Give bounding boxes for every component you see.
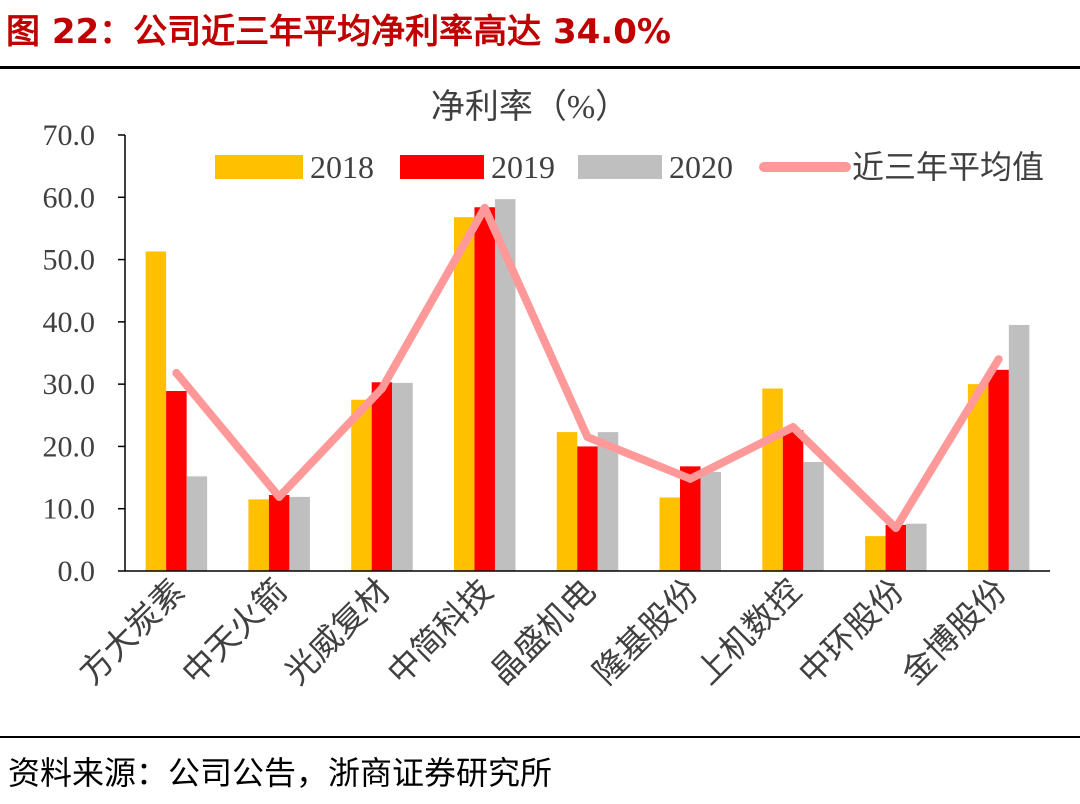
bar-2019-上机数控 — [782, 430, 804, 571]
line-point-中天火箭 — [275, 492, 284, 501]
y-tick-label: 20.0 — [43, 430, 96, 463]
category-label: 隆基股份 — [586, 572, 706, 692]
category-label: 方大炭素 — [73, 572, 193, 692]
line-point-晶盛机电 — [583, 433, 592, 442]
net-margin-chart: 净利率（%） 0.0 10.0 20.0 30.0 40.0 50.0 60.0 70.0 方大… — [43, 88, 1050, 692]
category-label: 金博股份 — [895, 572, 1015, 692]
bar-2020-上机数控 — [803, 462, 824, 571]
line-point-中环股份 — [891, 524, 900, 533]
legend-label: 2020 — [669, 149, 733, 185]
y-tick-label: 60.0 — [43, 181, 96, 214]
category-label: 上机数控 — [689, 572, 809, 692]
figure-title: 图 22：公司近三年平均净利率高达 34.0% — [6, 12, 671, 52]
category-label: 光威复材 — [278, 572, 398, 692]
bar-2018-上机数控 — [762, 388, 783, 571]
bar-2019-晶盛机电 — [577, 446, 598, 571]
bar-2020-光威复材 — [392, 382, 413, 571]
bar-2019-方大炭素 — [166, 390, 187, 571]
bar-2019-金博股份 — [988, 369, 1009, 571]
bar-2020-中简科技 — [494, 199, 516, 571]
bar-2019-中环股份 — [885, 524, 907, 571]
bar-2018-金博股份 — [967, 384, 989, 571]
source-divider — [0, 736, 1080, 738]
legend-swatch-2019 — [400, 155, 484, 179]
bar-2018-中环股份 — [865, 536, 886, 571]
bar-2020-中环股份 — [906, 523, 927, 571]
y-tick-label: 70.0 — [43, 119, 96, 152]
bar-2020-方大炭素 — [186, 476, 208, 571]
category-label: 中天火箭 — [175, 572, 295, 692]
bar-2018-晶盛机电 — [556, 432, 578, 571]
y-tick-label: 30.0 — [43, 368, 96, 401]
legend-label: 2018 — [310, 149, 374, 185]
bar-2018-中天火箭 — [248, 499, 269, 571]
bar-2019-光威复材 — [371, 382, 393, 571]
category-label: 中简科技 — [381, 572, 501, 692]
bar-2018-方大炭素 — [145, 251, 167, 571]
bar-2018-光威复材 — [351, 399, 372, 571]
bar-2020-中天火箭 — [289, 496, 310, 571]
bar-2018-隆基股份 — [659, 497, 681, 571]
line-point-隆基股份 — [686, 474, 695, 483]
y-tick-label: 10.0 — [43, 493, 96, 526]
bar-2019-中简科技 — [474, 207, 495, 571]
bar-2018-中简科技 — [453, 217, 475, 571]
y-tick-label: 50.0 — [43, 244, 96, 277]
bar-2020-金博股份 — [1008, 324, 1030, 571]
line-point-光威复材 — [377, 384, 386, 393]
y-tick-label: 40.0 — [43, 306, 96, 339]
bar-2019-中天火箭 — [268, 495, 290, 571]
legend-swatch-2018 — [215, 155, 303, 179]
category-label: 中环股份 — [792, 572, 912, 692]
bar-2020-隆基股份 — [700, 471, 722, 571]
line-point-金博股份 — [994, 355, 1003, 364]
bar-2020-晶盛机电 — [597, 432, 619, 571]
title-divider — [0, 66, 1080, 69]
line-point-上机数控 — [789, 423, 798, 432]
y-tick-label: 0.0 — [58, 555, 96, 588]
category-label: 晶盛机电 — [484, 572, 604, 692]
legend-label: 近三年平均值 — [852, 149, 1044, 185]
source-note: 资料来源：公司公告，浙商证券研究所 — [8, 754, 553, 792]
bar-2019-隆基股份 — [680, 466, 701, 571]
legend-label: 2019 — [491, 149, 555, 185]
legend-swatch-2020 — [578, 155, 662, 179]
line-point-方大炭素 — [172, 368, 181, 377]
chart-title: 净利率（%） — [431, 88, 629, 126]
line-point-中简科技 — [480, 203, 489, 212]
